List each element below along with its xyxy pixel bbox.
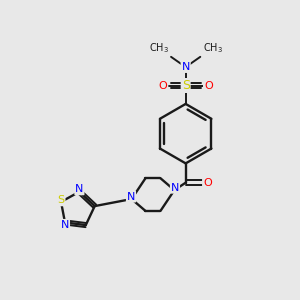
Text: N: N — [61, 220, 69, 230]
Text: O: O — [204, 80, 213, 91]
Text: CH$_3$: CH$_3$ — [149, 42, 169, 56]
Text: CH$_3$: CH$_3$ — [203, 42, 223, 56]
Text: N: N — [182, 62, 190, 72]
Text: O: O — [203, 178, 212, 188]
Text: S: S — [182, 79, 190, 92]
Text: N: N — [127, 192, 135, 202]
Text: S: S — [58, 195, 64, 206]
Text: N: N — [171, 183, 179, 193]
Text: N: N — [75, 184, 84, 194]
Text: O: O — [159, 80, 167, 91]
